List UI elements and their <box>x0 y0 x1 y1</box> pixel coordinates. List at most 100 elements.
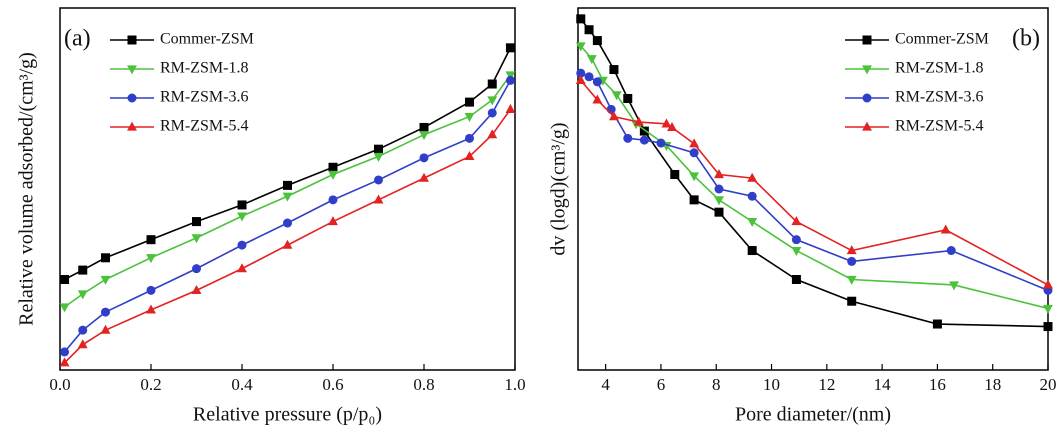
x-tick-label: 8 <box>712 375 721 394</box>
y-axis-title: dv (logd)(cm³/g) <box>548 122 570 255</box>
marker <box>328 170 338 180</box>
marker <box>791 235 801 245</box>
x-tick-label: 14 <box>874 375 892 394</box>
legend-label: RM-ZSM-1.8 <box>160 60 248 77</box>
marker <box>419 131 429 141</box>
marker <box>237 240 247 250</box>
marker <box>714 207 724 217</box>
x-axis-title: Relative pressure (p/p₀) <box>193 404 382 426</box>
legend-marker <box>862 121 872 131</box>
series-line <box>580 45 1049 310</box>
marker <box>78 325 88 335</box>
marker <box>949 281 959 291</box>
marker <box>656 138 666 148</box>
legend-marker <box>862 65 872 75</box>
marker <box>100 324 111 334</box>
marker <box>584 72 594 82</box>
marker <box>932 319 942 329</box>
marker <box>1043 279 1053 289</box>
marker <box>146 304 156 314</box>
marker <box>191 234 202 244</box>
marker <box>592 77 602 87</box>
marker <box>592 94 603 104</box>
marker <box>464 113 475 122</box>
marker <box>192 217 201 227</box>
marker <box>847 256 857 266</box>
marker <box>611 91 622 101</box>
panel-label: (b) <box>1012 26 1040 52</box>
x-tick-label: 16 <box>929 375 946 394</box>
plot-frame <box>59 7 516 371</box>
marker <box>282 192 293 202</box>
marker <box>714 196 724 206</box>
marker <box>689 148 699 158</box>
marker <box>59 357 70 367</box>
legend-marker <box>862 93 872 103</box>
marker <box>575 75 586 84</box>
marker <box>419 172 429 182</box>
marker <box>146 285 156 295</box>
marker <box>714 169 724 179</box>
x-tick-label: 10 <box>763 375 780 394</box>
series-line <box>63 108 512 364</box>
marker <box>465 97 474 107</box>
marker <box>747 191 757 201</box>
marker <box>846 275 857 285</box>
marker <box>633 116 644 126</box>
x-tick-label: 1.0 <box>504 375 525 394</box>
marker <box>59 303 70 313</box>
y-axis-title: Relative volume adsorbed/(cm³/g) <box>16 52 38 326</box>
marker <box>487 96 498 106</box>
plot-frame <box>577 7 1049 371</box>
x-axis-title: Pore diameter/(nm) <box>735 404 891 426</box>
legend-label: RM-ZSM-5.4 <box>160 118 248 135</box>
marker <box>505 71 516 81</box>
x-tick-label: 0.6 <box>322 375 343 394</box>
marker <box>791 216 802 226</box>
marker <box>100 275 111 285</box>
marker <box>667 122 677 132</box>
x-tick-label: 6 <box>657 375 666 394</box>
marker <box>487 79 497 89</box>
series-line <box>580 72 1049 292</box>
marker <box>747 172 758 182</box>
marker <box>146 254 156 264</box>
series-line <box>580 18 1049 328</box>
marker <box>609 65 619 75</box>
marker <box>1043 322 1053 332</box>
marker <box>373 194 384 204</box>
x-tick-label: 12 <box>818 375 835 394</box>
marker <box>192 264 201 274</box>
legend-marker <box>127 35 137 45</box>
marker <box>639 135 649 145</box>
marker <box>689 138 700 148</box>
legend-label: Commer-ZSM <box>895 31 989 48</box>
series-line <box>64 74 512 308</box>
marker <box>77 290 88 300</box>
marker <box>592 36 602 46</box>
marker <box>237 212 247 222</box>
marker <box>419 122 429 132</box>
marker <box>670 170 680 180</box>
marker <box>465 133 474 143</box>
marker <box>464 151 475 161</box>
marker <box>328 162 338 172</box>
legend-label: RM-ZSM-5.4 <box>895 118 983 135</box>
marker <box>584 25 594 35</box>
legend-marker <box>127 93 137 103</box>
marker <box>623 94 633 103</box>
marker <box>191 284 202 294</box>
marker <box>791 246 802 256</box>
marker <box>78 265 88 275</box>
x-tick-label: 20 <box>1040 375 1057 394</box>
marker <box>575 42 586 52</box>
marker <box>1043 304 1053 314</box>
marker <box>374 175 383 185</box>
marker <box>846 245 857 255</box>
marker <box>940 224 951 234</box>
marker <box>847 296 857 306</box>
marker <box>714 184 724 194</box>
marker <box>505 103 516 113</box>
marker <box>747 246 757 256</box>
